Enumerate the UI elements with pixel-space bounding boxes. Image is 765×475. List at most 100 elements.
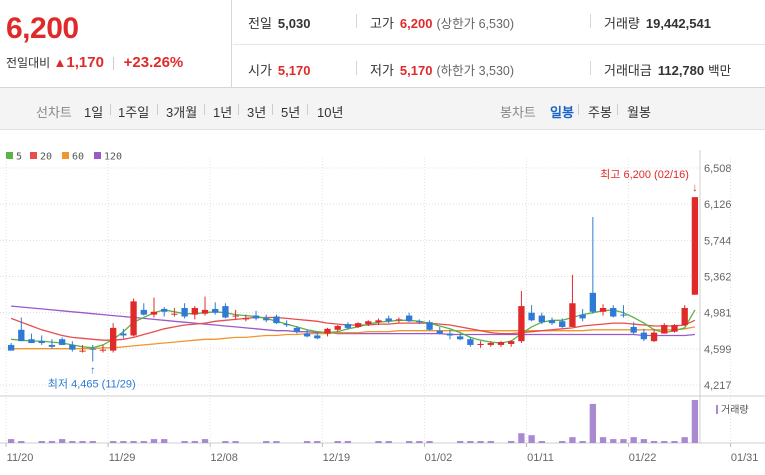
volume-bar xyxy=(691,400,699,443)
tab-range-1d[interactable]: 1일 xyxy=(84,105,104,120)
low-annotation: 최저 4,465 (11/29) xyxy=(48,378,136,391)
down-arrow-icon: ↓ xyxy=(692,182,698,194)
legend-swatch-ma60 xyxy=(62,152,69,159)
change-percent: +23.26% xyxy=(123,54,184,71)
volume-legend-label: 거래량 xyxy=(721,404,749,416)
price-box: 6,200 전일대비 ▲1,170 +23.26% xyxy=(0,0,232,88)
volume-bar xyxy=(109,441,117,443)
volume-bar xyxy=(538,441,545,443)
volume-bar xyxy=(38,441,45,443)
candle-chart-label[interactable]: 봉차트 xyxy=(500,105,536,120)
volume-bar xyxy=(559,441,566,443)
volume-bar xyxy=(477,441,484,443)
volume-bar xyxy=(201,439,209,443)
candle-body xyxy=(232,315,239,317)
volume-bar xyxy=(69,441,76,443)
ma60-line xyxy=(11,326,696,350)
volume-bar xyxy=(150,439,158,443)
candle-body xyxy=(191,307,198,315)
volume-bar xyxy=(344,441,352,443)
tab-range-1y[interactable]: 1년 xyxy=(213,105,233,120)
candle-body xyxy=(610,307,617,317)
candle-body xyxy=(681,307,688,326)
candle-body xyxy=(252,315,260,319)
candle-body xyxy=(518,306,525,342)
candle-body xyxy=(283,324,290,326)
candle-body xyxy=(7,344,15,351)
volume-bar xyxy=(569,437,576,443)
tab-range-10y[interactable]: 10년 xyxy=(317,105,344,120)
candle-body xyxy=(405,315,413,322)
candle-body xyxy=(79,350,86,352)
tab-monthly-candle[interactable]: 월봉 xyxy=(627,105,651,120)
volume-bar xyxy=(222,441,229,443)
tab-range-3m[interactable]: 3개월 xyxy=(166,105,198,120)
candle-body xyxy=(28,339,35,344)
candle-body xyxy=(528,312,535,321)
volume-bar xyxy=(385,441,392,443)
tab-weekly-candle[interactable]: 주봉 xyxy=(588,105,612,120)
candle-body xyxy=(416,321,423,323)
candle-body xyxy=(497,342,505,345)
y-tick-label: 4,599 xyxy=(704,344,732,356)
tab-range-5y[interactable]: 5년 xyxy=(281,105,301,120)
up-triangle-icon: ▲ xyxy=(53,55,67,70)
candle-body xyxy=(344,324,352,328)
candle-body xyxy=(661,325,668,334)
up-arrow-icon: ↑ xyxy=(90,365,96,377)
tab-daily-candle[interactable]: 일봉 xyxy=(550,105,574,120)
candle-body xyxy=(130,301,137,336)
tab-range-1w[interactable]: 1주일 xyxy=(118,105,150,120)
candle-body xyxy=(69,344,76,350)
candle-body xyxy=(467,339,474,345)
quote-header: 6,200 전일대비 ▲1,170 +23.26% 전일 5,030 고가 6,20… xyxy=(0,0,765,88)
candle-body xyxy=(120,333,127,336)
volume-bar xyxy=(487,441,494,443)
volume-bar xyxy=(620,439,627,443)
candle-body xyxy=(640,332,648,340)
candle-body xyxy=(620,314,627,316)
candle-body xyxy=(334,325,341,330)
candle-body xyxy=(48,344,56,347)
volume-bar xyxy=(181,441,188,443)
candle-body xyxy=(324,328,331,334)
volume-bar xyxy=(650,441,658,443)
candle-body xyxy=(650,332,658,342)
volume-bar xyxy=(191,441,198,443)
candle-body xyxy=(171,313,178,315)
volume-stat: 거래량 19,442,541 xyxy=(604,16,711,31)
volume-bar xyxy=(140,441,147,443)
change-label: 전일대비 xyxy=(6,56,51,70)
candle-body xyxy=(150,311,158,315)
candle-body xyxy=(426,322,433,330)
volume-bar xyxy=(263,441,270,443)
candle-body xyxy=(161,308,168,312)
current-price: 6,200 xyxy=(6,12,79,45)
candle-body xyxy=(477,343,484,345)
candle-body xyxy=(487,343,494,345)
x-tick-label: 01/31 xyxy=(731,452,759,464)
candle-body xyxy=(212,308,219,313)
line-chart-label[interactable]: 선차트 xyxy=(36,105,72,120)
divider xyxy=(113,57,115,71)
candle-body xyxy=(548,320,556,324)
x-tick-label: 01/22 xyxy=(629,452,657,464)
candle-body xyxy=(222,306,229,318)
volume-bar xyxy=(48,441,56,443)
volume-bar xyxy=(518,433,525,443)
volume-bar xyxy=(58,439,66,443)
divider xyxy=(590,61,591,75)
low-price: 저가 5,170 (하한가 3,530) xyxy=(370,63,515,78)
volume-bar xyxy=(640,439,648,443)
candle-body xyxy=(559,321,566,327)
legend-swatch-ma5 xyxy=(6,152,13,159)
candle-body xyxy=(109,327,117,351)
candle-body xyxy=(538,315,545,323)
tab-range-3y[interactable]: 3년 xyxy=(247,105,267,120)
volume-legend-swatch xyxy=(716,405,718,414)
candle-body xyxy=(18,329,25,342)
candle-body xyxy=(436,330,443,334)
candle-body xyxy=(589,292,597,312)
volume-bar xyxy=(528,435,535,443)
candlestick-chart: 5 20 60 120 6,508 6,126 5,744 5,362 4,981 4,599 4,… xyxy=(0,150,765,464)
